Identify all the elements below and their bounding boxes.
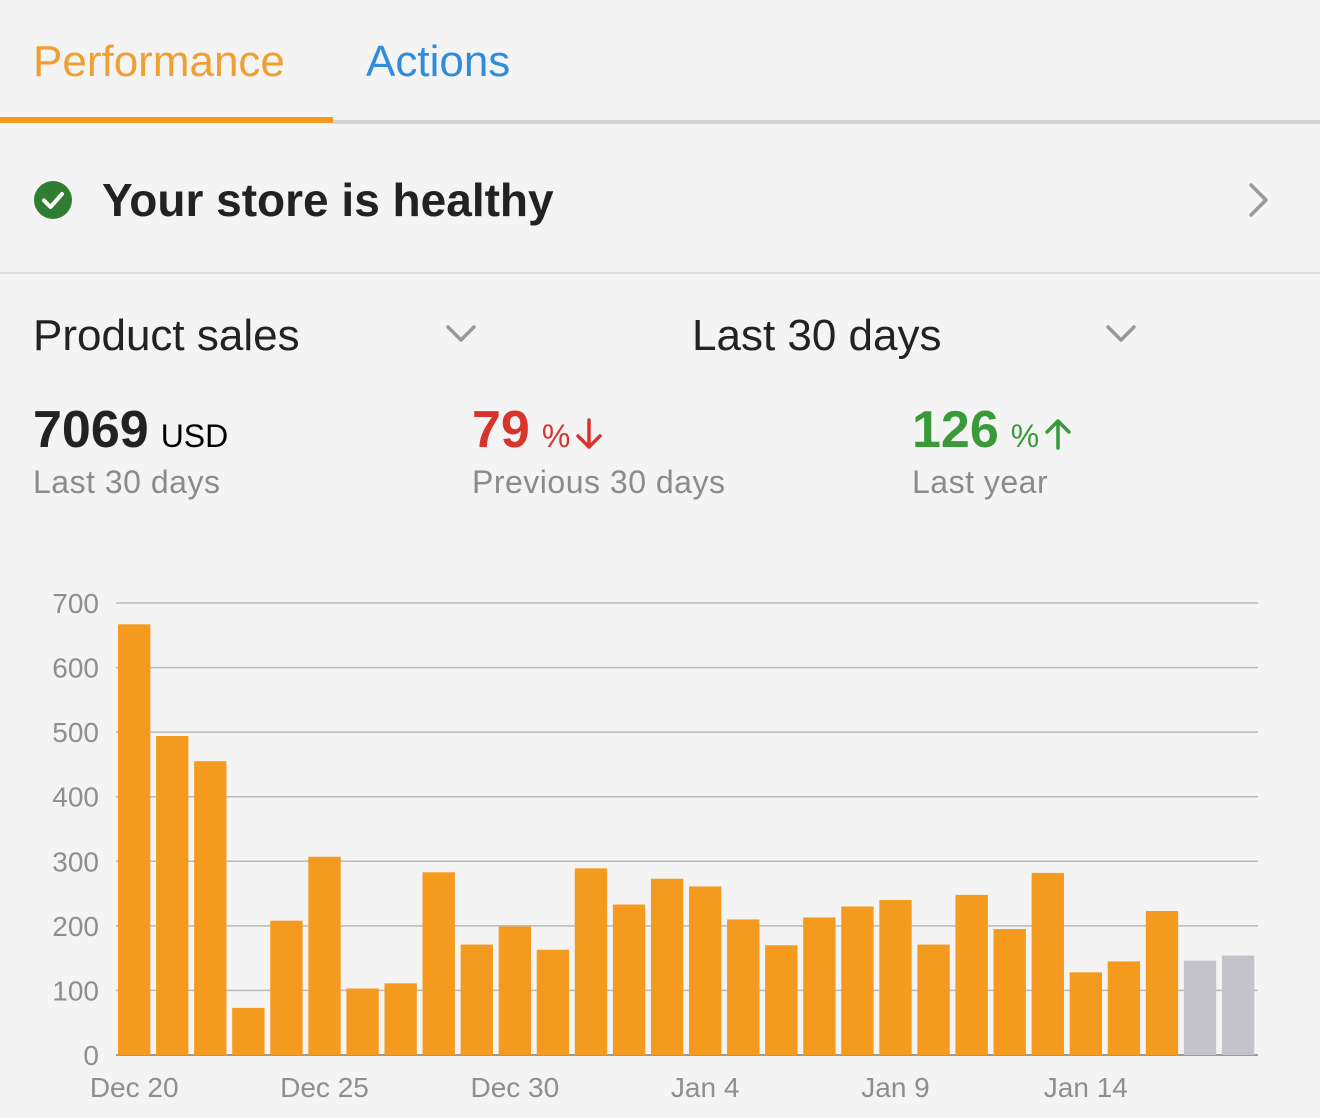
y-tick-label: 400 bbox=[52, 782, 99, 813]
chevron-right-icon bbox=[1249, 183, 1268, 217]
bar[interactable] bbox=[765, 945, 798, 1055]
stat-unit: % bbox=[541, 418, 571, 454]
bar[interactable] bbox=[727, 919, 760, 1055]
bar[interactable] bbox=[993, 929, 1026, 1055]
store-health-text: Your store is healthy bbox=[102, 174, 554, 226]
stat-value: 79 bbox=[472, 401, 530, 459]
stat-label: Last 30 days bbox=[33, 464, 221, 500]
stat-last-year: 126% Last year bbox=[912, 400, 1073, 502]
y-tick-label: 0 bbox=[83, 1040, 99, 1071]
x-tick-label: Jan 9 bbox=[861, 1072, 930, 1103]
store-health-row[interactable]: Your store is healthy bbox=[0, 124, 1320, 274]
bar[interactable] bbox=[498, 926, 532, 1055]
bar[interactable] bbox=[841, 906, 874, 1055]
stat-value: 7069 bbox=[33, 401, 149, 459]
bar[interactable] bbox=[270, 920, 303, 1055]
bar[interactable] bbox=[308, 856, 341, 1055]
stat-label: Last year bbox=[912, 464, 1049, 500]
arrow-up-icon bbox=[1045, 419, 1071, 450]
stat-previous-period: 79% Previous 30 days bbox=[472, 400, 725, 502]
check-circle-icon bbox=[34, 181, 72, 219]
bar[interactable] bbox=[460, 944, 493, 1055]
bar[interactable] bbox=[612, 904, 646, 1055]
x-tick-label: Dec 25 bbox=[280, 1072, 369, 1103]
y-tick-label: 100 bbox=[52, 975, 99, 1006]
bar[interactable] bbox=[1031, 872, 1064, 1055]
metric-selector[interactable]: Product sales bbox=[33, 311, 300, 360]
chevron-down-icon[interactable] bbox=[444, 322, 478, 346]
x-tick-label: Dec 20 bbox=[90, 1072, 179, 1103]
tab-bar: Performance Actions bbox=[0, 0, 1320, 124]
bar[interactable] bbox=[689, 886, 722, 1055]
y-tick-label: 600 bbox=[52, 653, 99, 684]
bar[interactable] bbox=[650, 878, 684, 1055]
tab-performance[interactable]: Performance bbox=[33, 37, 285, 86]
bar[interactable] bbox=[422, 872, 455, 1055]
bar[interactable] bbox=[118, 624, 151, 1055]
bar[interactable] bbox=[1183, 960, 1217, 1055]
tab-bar-divider bbox=[333, 120, 1320, 124]
active-tab-indicator bbox=[0, 117, 333, 123]
tab-actions[interactable]: Actions bbox=[366, 37, 511, 86]
bar[interactable] bbox=[384, 983, 417, 1055]
x-tick-label: Jan 14 bbox=[1044, 1072, 1128, 1103]
chevron-down-icon[interactable] bbox=[1104, 322, 1138, 346]
bar[interactable] bbox=[917, 944, 950, 1055]
arrow-down-icon bbox=[576, 418, 603, 449]
bar[interactable] bbox=[574, 868, 608, 1055]
stat-total-sales: 7069 USD Last 30 days bbox=[33, 400, 228, 502]
bar[interactable] bbox=[1107, 961, 1141, 1055]
bar[interactable] bbox=[346, 988, 379, 1055]
period-selector[interactable]: Last 30 days bbox=[692, 311, 942, 360]
sales-bar-chart: 0 100 200 300 400 500 600 700 Dec 20 Dec 25 Dec 30… bbox=[52, 588, 1258, 1103]
bar[interactable] bbox=[1069, 972, 1103, 1055]
y-tick-label: 700 bbox=[52, 588, 99, 619]
x-tick-label: Jan 4 bbox=[671, 1072, 740, 1103]
bar[interactable] bbox=[536, 949, 570, 1055]
stat-value: 126 bbox=[912, 401, 999, 459]
bar[interactable] bbox=[194, 761, 227, 1055]
bar[interactable] bbox=[232, 1007, 265, 1055]
stat-label: Previous 30 days bbox=[472, 464, 726, 500]
bar[interactable] bbox=[955, 894, 988, 1055]
bar[interactable] bbox=[156, 736, 189, 1055]
y-tick-label: 200 bbox=[52, 911, 99, 942]
bar[interactable] bbox=[879, 900, 912, 1055]
bar[interactable] bbox=[1221, 955, 1255, 1055]
stat-unit: % bbox=[1010, 418, 1040, 454]
stat-unit: USD bbox=[160, 418, 229, 454]
x-tick-label: Dec 30 bbox=[470, 1072, 559, 1103]
bar[interactable] bbox=[803, 917, 836, 1055]
bar[interactable] bbox=[1145, 911, 1179, 1055]
y-tick-label: 300 bbox=[52, 846, 99, 877]
y-tick-label: 500 bbox=[52, 717, 99, 748]
